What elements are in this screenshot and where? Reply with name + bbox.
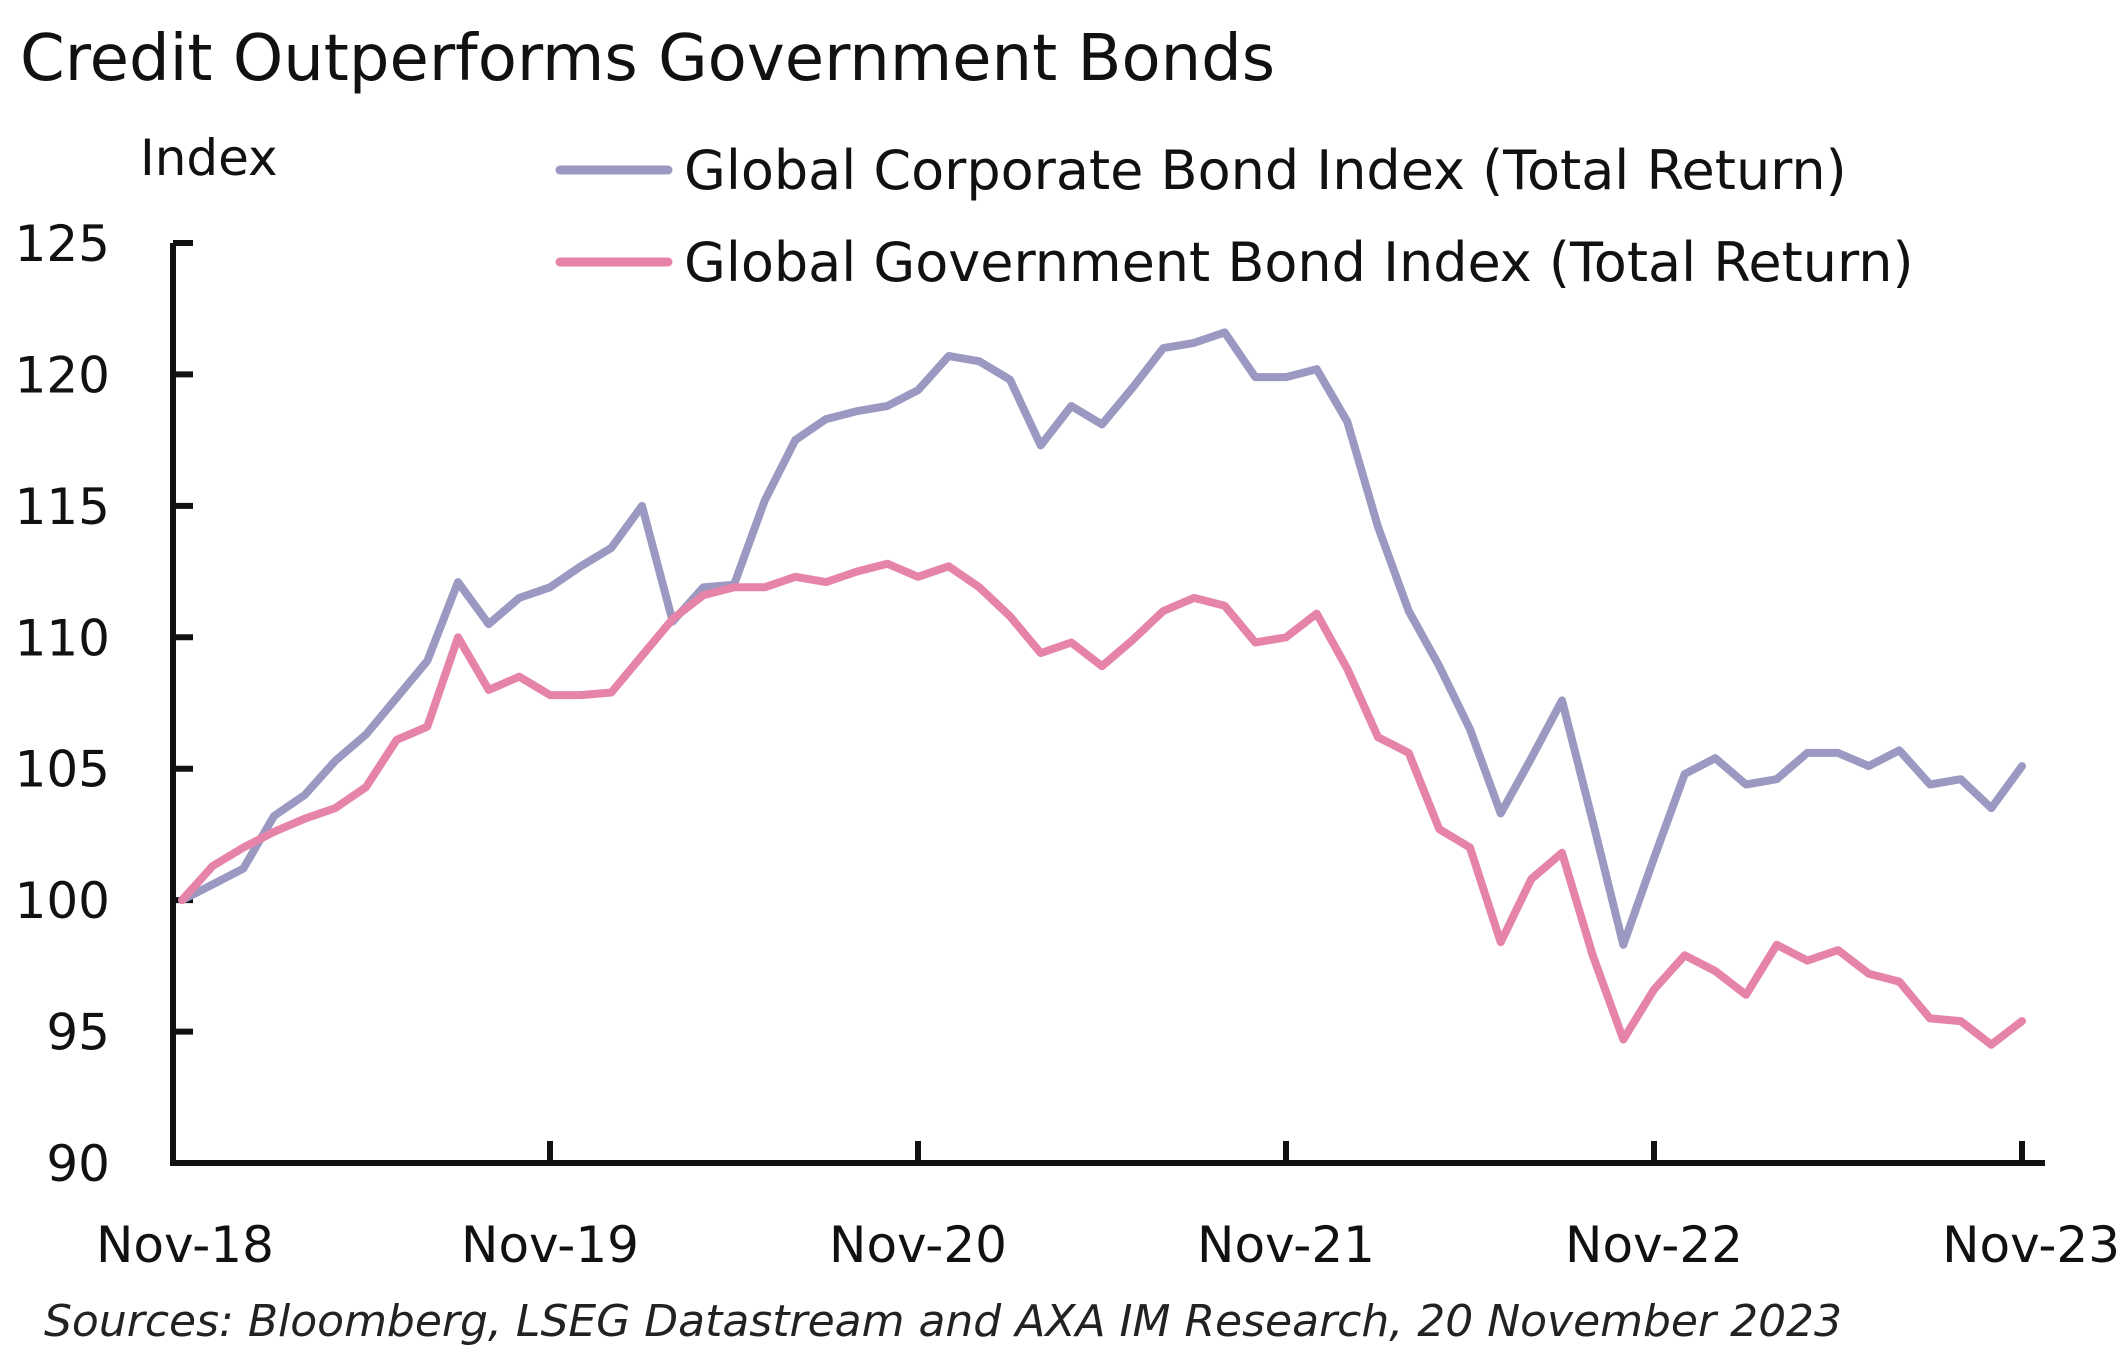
source-note: Sources: Bloomberg, LSEG Datastream and … bbox=[44, 1296, 1843, 1347]
y-axis-ticks: 90 95 100 105 110 115 120 125 bbox=[15, 215, 193, 1193]
legend-entry-label: Global Corporate Bond Index (Total Retur… bbox=[684, 139, 1847, 202]
y-tick-label: 125 bbox=[15, 215, 110, 273]
y-tick-label: 90 bbox=[46, 1135, 110, 1193]
y-tick-label: 95 bbox=[46, 1004, 110, 1062]
legend-entry-label: Global Government Bond Index (Total Retu… bbox=[684, 231, 1914, 294]
y-tick-label: 120 bbox=[15, 346, 110, 404]
series-line-corporate bbox=[178, 328, 2026, 949]
y-tick-label: 115 bbox=[15, 478, 110, 536]
x-tick-label: Nov-20 bbox=[829, 1216, 1007, 1274]
x-tick-label: Nov-18 bbox=[96, 1216, 274, 1274]
x-tick-label: Nov-19 bbox=[461, 1216, 639, 1274]
chart-title: Credit Outperforms Government Bonds bbox=[20, 22, 1276, 96]
axes bbox=[170, 243, 2045, 1166]
y-tick-label: 110 bbox=[15, 609, 110, 667]
y-axis-label: Index bbox=[140, 129, 278, 187]
legend: Global Corporate Bond Index (Total Retur… bbox=[555, 139, 1914, 294]
y-tick-label: 100 bbox=[15, 872, 110, 930]
x-tick-label: Nov-23 bbox=[1942, 1216, 2120, 1274]
series-lines bbox=[178, 328, 2026, 1049]
x-axis-ticks: Nov-18 Nov-19 Nov-20 Nov-21 Nov-22 Nov-23 bbox=[96, 1141, 2120, 1274]
y-tick-label: 105 bbox=[15, 741, 110, 799]
x-tick-label: Nov-22 bbox=[1565, 1216, 1743, 1274]
x-tick-label: Nov-21 bbox=[1197, 1216, 1375, 1274]
series-line-government bbox=[178, 559, 2026, 1049]
